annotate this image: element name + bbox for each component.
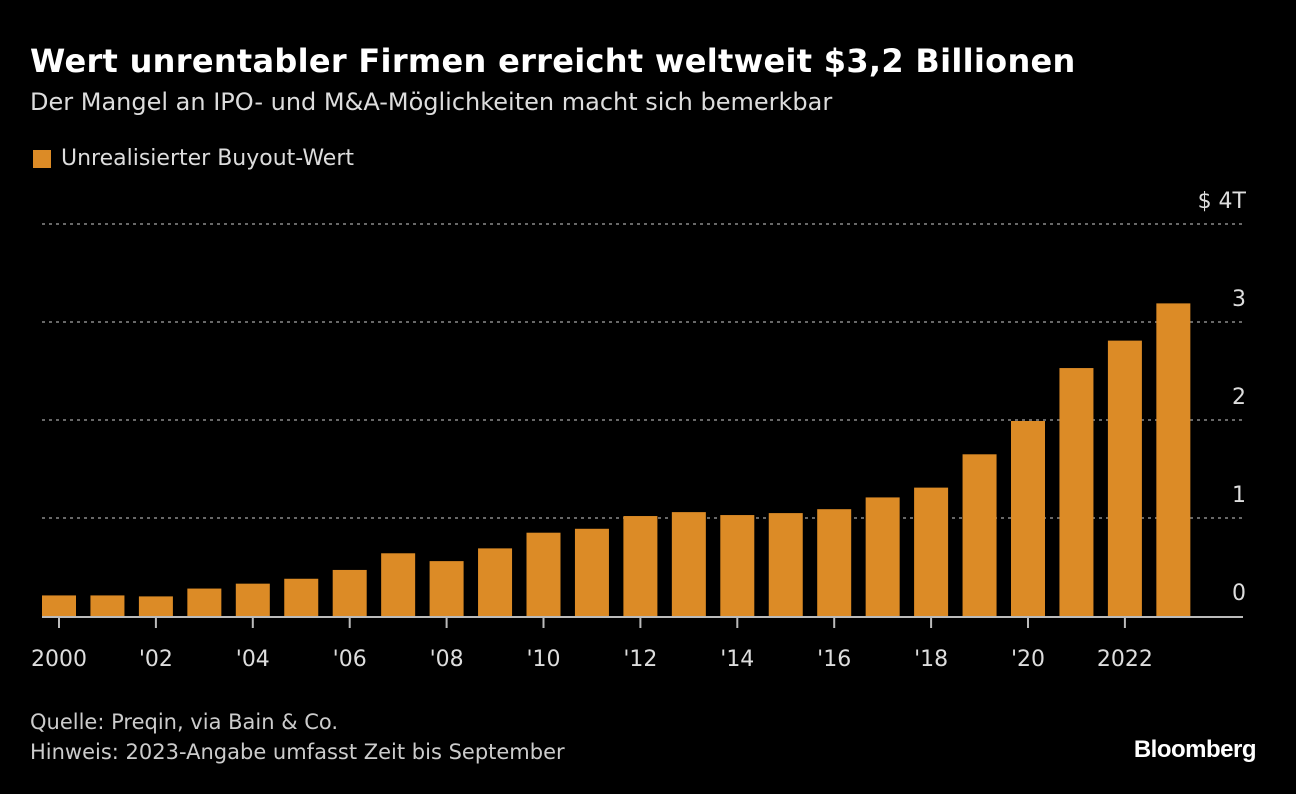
x-tick-label: '18 bbox=[914, 647, 948, 672]
bar-2002 bbox=[138, 596, 173, 616]
bar-2003 bbox=[187, 588, 222, 616]
y-tick-label: 3 bbox=[1232, 287, 1246, 312]
legend-swatch bbox=[33, 149, 51, 168]
x-tick-label: '08 bbox=[430, 647, 464, 672]
bar-2004 bbox=[235, 583, 270, 616]
bar-2021 bbox=[1059, 368, 1094, 616]
x-tick-label: '14 bbox=[720, 647, 754, 672]
bar-2022 bbox=[1107, 340, 1142, 616]
bar-2020 bbox=[1011, 420, 1045, 616]
y-tick-label: 1 bbox=[1232, 483, 1246, 508]
y-tick-label: 2 bbox=[1232, 385, 1246, 410]
bar-2009 bbox=[478, 548, 513, 616]
y-tick-label: $ 4T bbox=[1198, 189, 1247, 214]
x-tick-label: 2022 bbox=[1097, 647, 1153, 672]
legend-label: Unrealisierter Buyout-Wert bbox=[61, 146, 355, 171]
x-tick-label: '06 bbox=[333, 647, 367, 672]
bar-2006 bbox=[332, 569, 367, 616]
footnote: Hinweis: 2023-Angabe umfasst Zeit bis Se… bbox=[30, 740, 565, 764]
x-tick-label: '10 bbox=[526, 647, 560, 672]
bloomberg-logo: Bloomberg bbox=[1133, 736, 1257, 763]
source-note: Quelle: Preqin, via Bain & Co. bbox=[30, 710, 339, 734]
bar-2017 bbox=[865, 497, 900, 616]
legend: Unrealisierter Buyout-Wert bbox=[33, 146, 354, 171]
x-tick-label: '20 bbox=[1011, 647, 1045, 672]
bar-2008 bbox=[429, 561, 464, 616]
bar-2019 bbox=[962, 454, 997, 616]
bar-2013 bbox=[671, 512, 706, 616]
bar-2005 bbox=[284, 578, 319, 616]
bar-2015 bbox=[768, 513, 803, 616]
bar-2001 bbox=[90, 595, 125, 616]
bar-2011 bbox=[574, 528, 609, 616]
bar-2023 bbox=[1156, 303, 1191, 616]
bar-2000 bbox=[42, 595, 76, 616]
x-tick-label: 2000 bbox=[31, 647, 87, 672]
bar-2016 bbox=[817, 509, 852, 616]
bar-2014 bbox=[720, 515, 755, 616]
bar-2012 bbox=[623, 516, 658, 616]
bar-2018 bbox=[914, 487, 949, 616]
x-tick-label: '12 bbox=[623, 647, 657, 672]
chart-subtitle: Der Mangel an IPO- und M&A-Möglichkeiten… bbox=[30, 88, 833, 116]
chart-title: Wert unrentabler Firmen erreicht weltwei… bbox=[30, 42, 1076, 80]
x-tick-label: '16 bbox=[817, 647, 851, 672]
y-tick-label: 0 bbox=[1232, 581, 1246, 606]
bar-2010 bbox=[526, 532, 561, 616]
bar-2007 bbox=[381, 553, 416, 616]
x-tick-label: '02 bbox=[139, 647, 173, 672]
x-tick-label: '04 bbox=[236, 647, 270, 672]
